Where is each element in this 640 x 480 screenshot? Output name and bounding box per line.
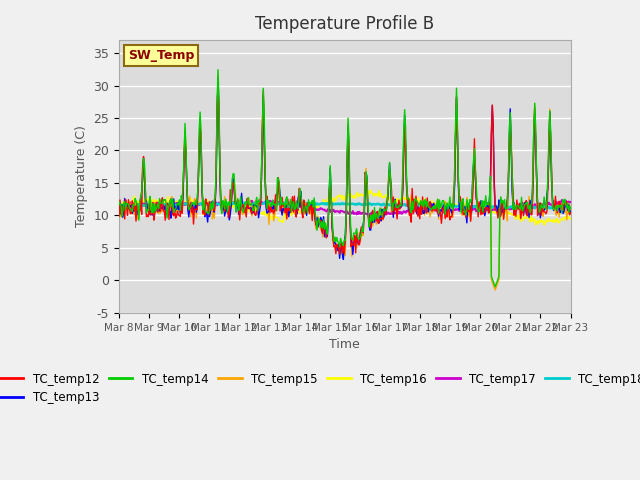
TC_temp16	[115, 206, 123, 212]
TC_temp14	[115, 199, 123, 204]
TC_temp12	[370, 214, 378, 219]
TC_temp13	[370, 213, 378, 219]
TC_temp12	[257, 203, 264, 209]
TC_temp15	[566, 211, 574, 216]
TC_temp15	[390, 204, 398, 210]
TC_temp18	[255, 200, 263, 206]
TC_temp18	[115, 203, 123, 208]
TC_temp16	[367, 188, 374, 193]
TC_temp13	[340, 257, 348, 263]
Y-axis label: Temperature (C): Temperature (C)	[75, 126, 88, 228]
TC_temp13	[214, 76, 222, 82]
TC_temp13	[392, 196, 399, 202]
TC_temp15	[448, 213, 456, 218]
TC_temp17	[566, 199, 574, 205]
Line: TC_temp17: TC_temp17	[119, 200, 570, 216]
TC_temp16	[369, 191, 376, 197]
TC_temp18	[369, 201, 376, 207]
Line: TC_temp12: TC_temp12	[119, 85, 570, 254]
TC_temp13	[527, 206, 535, 212]
TC_temp14	[257, 194, 264, 200]
TC_temp18	[526, 205, 534, 211]
TC_temp14	[390, 200, 398, 206]
Text: SW_Temp: SW_Temp	[128, 49, 195, 62]
TC_temp18	[261, 199, 269, 205]
TC_temp14	[448, 201, 456, 207]
TC_temp17	[448, 209, 456, 215]
TC_temp13	[257, 203, 264, 208]
TC_temp17	[390, 210, 398, 216]
TC_temp12	[214, 82, 222, 88]
TC_temp17	[366, 214, 374, 219]
TC_temp12	[336, 251, 344, 257]
TC_temp12	[115, 214, 123, 219]
Title: Temperature Profile B: Temperature Profile B	[255, 15, 435, 33]
TC_temp12	[566, 210, 574, 216]
TC_temp13	[307, 201, 314, 206]
TC_temp17	[558, 197, 566, 203]
TC_temp12	[307, 203, 314, 209]
TC_temp14	[307, 200, 314, 205]
TC_temp14	[492, 284, 499, 290]
TC_temp14	[566, 205, 574, 211]
TC_temp15	[115, 199, 123, 205]
Line: TC_temp16: TC_temp16	[119, 191, 570, 225]
TC_temp15	[492, 287, 499, 293]
X-axis label: Time: Time	[330, 338, 360, 351]
TC_temp16	[306, 204, 314, 210]
TC_temp16	[255, 210, 263, 216]
Line: TC_temp13: TC_temp13	[119, 79, 570, 260]
TC_temp13	[449, 204, 456, 210]
TC_temp16	[540, 222, 548, 228]
TC_temp18	[448, 204, 456, 209]
TC_temp18	[390, 203, 398, 208]
TC_temp12	[449, 210, 456, 216]
TC_temp15	[257, 198, 264, 204]
TC_temp14	[214, 67, 222, 72]
Line: TC_temp18: TC_temp18	[119, 202, 570, 209]
TC_temp15	[307, 205, 314, 211]
TC_temp15	[214, 72, 222, 78]
TC_temp15	[369, 223, 376, 229]
TC_temp16	[566, 216, 574, 222]
TC_temp14	[369, 212, 376, 217]
TC_temp17	[369, 209, 376, 215]
TC_temp16	[448, 204, 456, 210]
Legend: TC_temp12, TC_temp13, TC_temp14, TC_temp15, TC_temp16, TC_temp17, TC_temp18: TC_temp12, TC_temp13, TC_temp14, TC_temp…	[0, 368, 640, 409]
TC_temp12	[392, 206, 399, 212]
TC_temp16	[526, 219, 534, 225]
Line: TC_temp14: TC_temp14	[119, 70, 570, 287]
TC_temp15	[527, 210, 535, 216]
TC_temp17	[115, 204, 123, 209]
TC_temp18	[566, 205, 574, 211]
TC_temp18	[307, 201, 314, 206]
TC_temp18	[552, 206, 560, 212]
TC_temp13	[115, 209, 123, 215]
TC_temp14	[527, 201, 535, 207]
TC_temp17	[255, 199, 263, 204]
TC_temp13	[566, 208, 574, 214]
Line: TC_temp15: TC_temp15	[119, 75, 570, 290]
TC_temp12	[527, 212, 535, 217]
TC_temp16	[390, 196, 398, 202]
TC_temp17	[306, 204, 314, 209]
TC_temp17	[526, 204, 534, 209]
